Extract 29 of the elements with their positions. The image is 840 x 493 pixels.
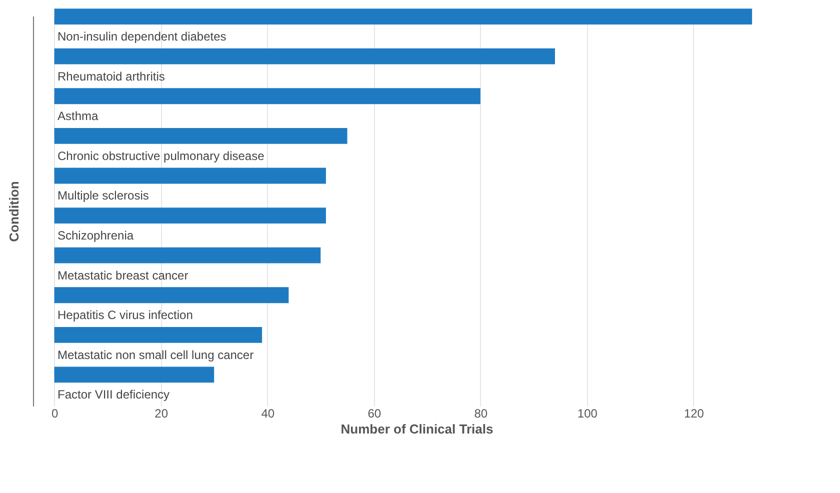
x-tick-label: 100: [577, 406, 598, 420]
y-axis-title: Condition: [6, 181, 22, 242]
x-axis-title: Number of Clinical Trials: [340, 422, 494, 436]
x-tick-label: 40: [261, 406, 275, 420]
y-tick-label: Hepatitis C virus infection: [58, 308, 193, 322]
bar: [54, 128, 348, 144]
x-tick-label: 0: [51, 406, 58, 420]
x-tick-label: 80: [474, 406, 488, 420]
y-tick-label: Multiple sclerosis: [58, 188, 149, 203]
bar: [54, 366, 214, 383]
y-tick-label: Non-insulin dependent diabetes: [58, 30, 226, 44]
x-tick-label: 60: [368, 406, 382, 420]
x-tick-label: 20: [154, 406, 168, 420]
y-tick-label: Chronic obstructive pulmonary disease: [58, 148, 265, 163]
y-tick-label: Rheumatoid arthritis: [58, 69, 165, 84]
y-tick-label: Metastatic non small cell lung cancer: [58, 348, 254, 362]
y-tick-label: Schizophrenia: [58, 228, 134, 243]
bar: [54, 247, 321, 264]
bar: [54, 8, 752, 25]
bar: [54, 208, 326, 224]
y-tick-label: Metastatic breast cancer: [58, 268, 188, 282]
y-tick-label: Asthma: [58, 109, 99, 124]
bar: [54, 88, 480, 104]
y-tick-label: Factor VIII deficiency: [58, 388, 170, 402]
x-tick-label: 120: [684, 406, 704, 420]
bar: [54, 326, 262, 343]
bar: [54, 287, 289, 304]
bar: [54, 168, 326, 184]
bar: [54, 48, 555, 64]
